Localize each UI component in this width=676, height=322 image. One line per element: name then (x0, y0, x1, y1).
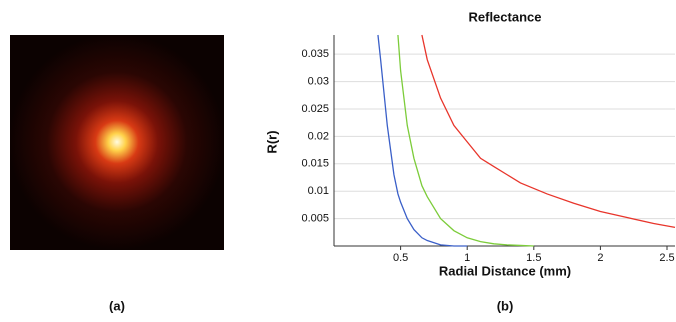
y-tick-label: 0.01 (308, 185, 329, 197)
y-tick-label: 0.025 (301, 103, 329, 115)
x-tick-label: 0.5 (393, 252, 408, 264)
y-tick-label: 0.02 (308, 130, 329, 142)
chart-title: Reflectance (469, 9, 542, 24)
caption: (a) (109, 298, 125, 313)
caption: (b) (497, 298, 514, 313)
figure: (a) (b) Reflectance Radial Distance (mm)… (0, 0, 676, 322)
x-tick-label: 2 (597, 252, 603, 264)
series-line (378, 35, 467, 246)
y-axis-label: R(r) (264, 130, 279, 153)
reflectance-image (10, 35, 224, 250)
y-tick-label: 0.005 (301, 213, 329, 225)
x-tick-label: 2.5 (659, 252, 674, 264)
x-tick-label: 1 (464, 252, 470, 264)
y-tick-label: 0.015 (301, 158, 329, 170)
x-axis-label: Radial Distance (mm) (439, 263, 571, 278)
y-tick-label: 0.03 (308, 75, 329, 87)
y-tick-label: 0.035 (301, 48, 329, 60)
x-tick-label: 1.5 (526, 252, 541, 264)
series-line (422, 35, 675, 227)
